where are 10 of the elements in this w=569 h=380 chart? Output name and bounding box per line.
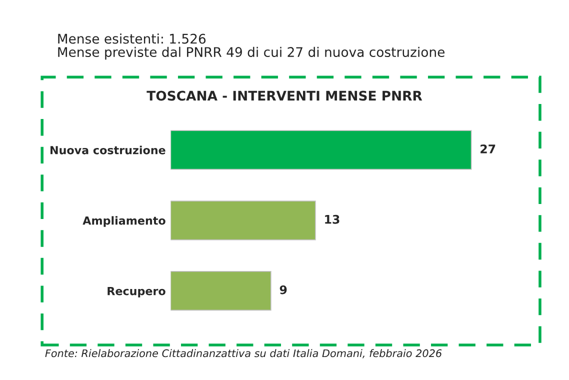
data-label: 27 [480, 144, 496, 154]
chart-title: TOSCANA - INTERVENTI MENSE PNRR [146, 90, 422, 101]
y-tick-label: Nuova costruzione [50, 146, 166, 154]
data-label: 13 [325, 214, 340, 224]
text: Mense esistenti: 1.526 [58, 34, 206, 44]
data-label: 9 [280, 285, 287, 294]
y-tick-label: Recupero [108, 286, 166, 298]
text: Mense previste dal PNRR 49 di cui 27 di nuova costruzione [58, 46, 444, 60]
source-note: Fonte: Rielaborazione Cittadinanzattiva su dati Italia Domani, febbraio 2026 [45, 349, 442, 358]
y-tick-label: Ampliamento [82, 216, 166, 227]
